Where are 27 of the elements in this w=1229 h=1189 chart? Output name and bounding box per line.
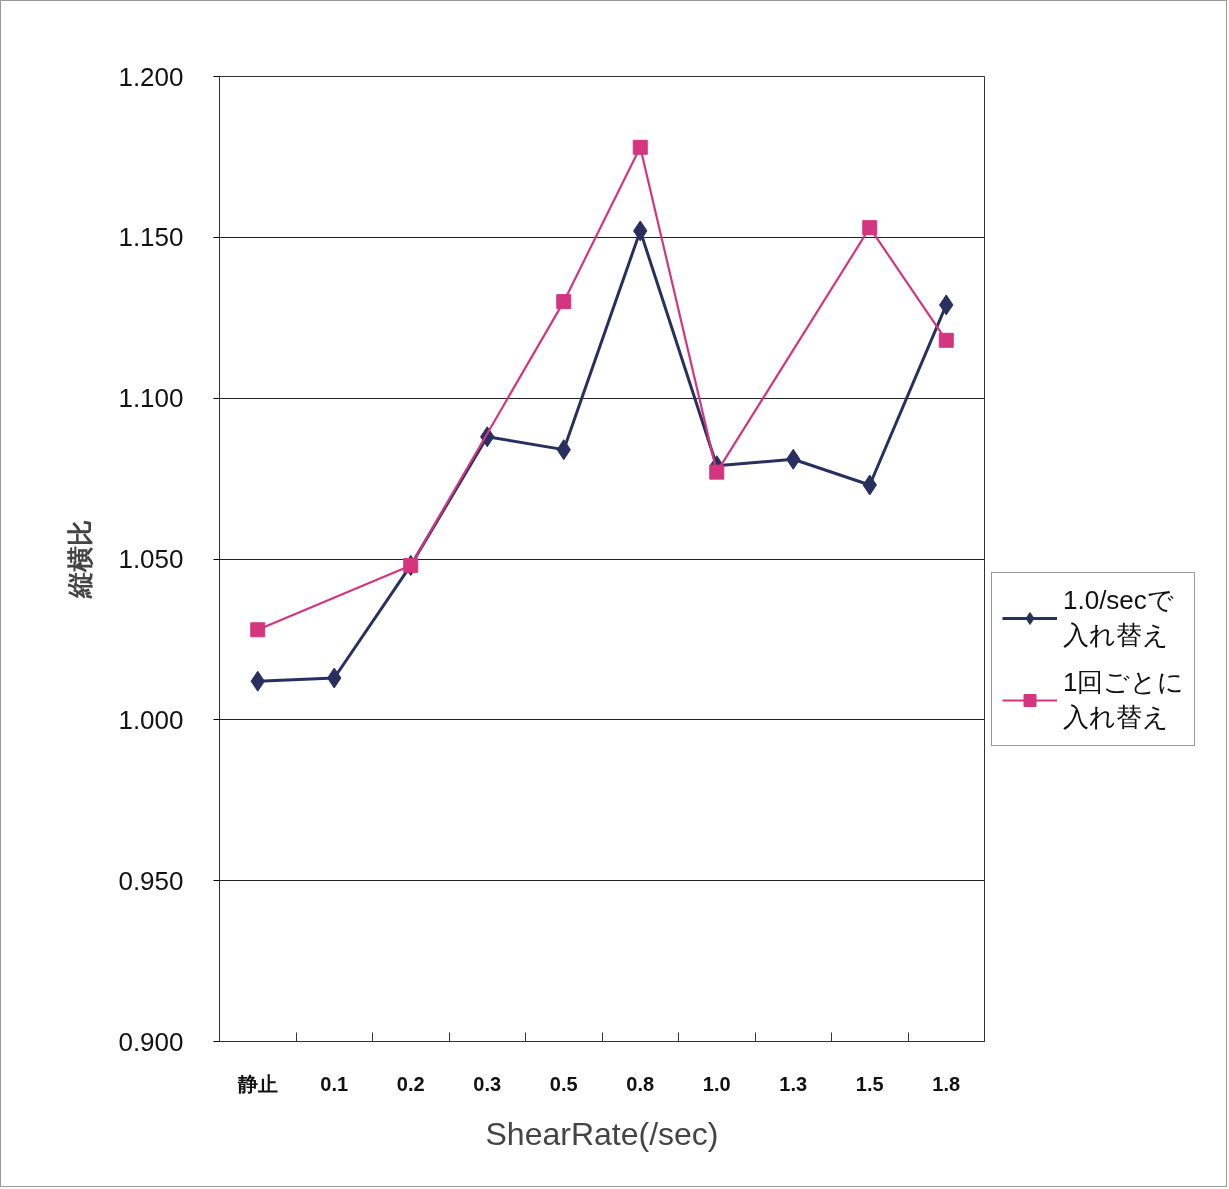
point [556, 294, 572, 310]
y-tick-label: 1.200 [118, 61, 184, 92]
y-tick-label: 0.900 [118, 1026, 184, 1057]
x-tick-label: 0.5 [549, 1072, 578, 1095]
x-tick-label: 0.3 [473, 1072, 502, 1095]
point [938, 332, 954, 348]
legend-label: 1回ごとに入れ替え [1063, 666, 1185, 734]
x-tick-label: 0.2 [396, 1072, 425, 1095]
point [632, 139, 648, 155]
x-tick-label: 1.5 [855, 1072, 884, 1095]
y-tick-label: 1.150 [118, 222, 184, 253]
x-tick-label: 1.0 [702, 1072, 731, 1095]
point [250, 622, 266, 638]
x-tick-label: 静止 [236, 1072, 278, 1095]
y-tick-label: 0.950 [118, 865, 184, 896]
point [862, 220, 878, 236]
x-tick-label: 1.8 [932, 1072, 961, 1095]
y-tick-label: 1.000 [118, 704, 184, 735]
x-tick-label: 0.8 [626, 1072, 655, 1095]
x-tick-label: 1.3 [779, 1072, 808, 1095]
point [709, 464, 725, 480]
legend-label: 1.0/secで入れ替え [1063, 584, 1174, 652]
x-tick-label: 0.1 [320, 1072, 349, 1095]
y-axis-title: 縦横比 [65, 520, 96, 599]
x-axis-title: ShearRate(/sec) [485, 1115, 719, 1152]
y-tick-label: 1.050 [118, 544, 184, 574]
y-tick-label: 1.100 [118, 383, 184, 414]
